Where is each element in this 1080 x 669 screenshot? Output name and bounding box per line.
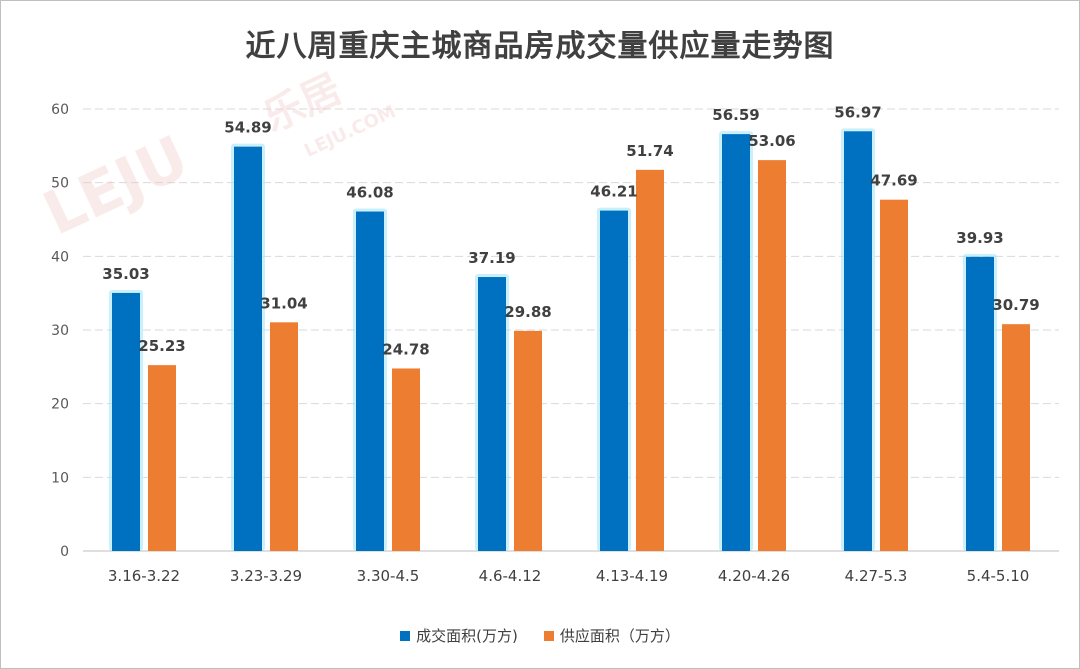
data-label-series1-0: 25.23 — [138, 337, 185, 355]
data-label-series1-2: 24.78 — [382, 340, 429, 358]
bar-series1-3 — [514, 330, 542, 551]
data-label-series0-4: 46.21 — [590, 183, 637, 201]
data-label-series1-3: 29.88 — [504, 303, 551, 321]
y-tick-label-20: 20 — [51, 397, 69, 413]
data-label-series1-5: 53.06 — [748, 132, 795, 150]
data-label-series1-1: 31.04 — [260, 294, 307, 312]
legend: 成交面积(万方) 供应面积（万方） — [1, 625, 1079, 646]
data-label-series0-1: 54.89 — [224, 119, 271, 137]
bar-series0-6 — [844, 131, 872, 552]
bar-series0-2 — [356, 211, 384, 551]
bar-series1-0 — [148, 365, 176, 551]
bar-series1-1 — [270, 322, 298, 551]
bar-series1-7 — [1002, 324, 1030, 551]
y-tick-label-10: 10 — [51, 470, 69, 486]
x-tick-label-3: 4.6-4.12 — [479, 567, 542, 585]
bar-series0-5 — [722, 134, 750, 551]
data-label-series1-6: 47.69 — [870, 172, 917, 190]
y-tick-label-60: 60 — [51, 102, 69, 118]
bar-series0-4 — [600, 210, 628, 551]
x-tick-label-4: 4.13-4.19 — [596, 567, 668, 585]
data-label-series1-4: 51.74 — [626, 142, 673, 160]
bar-series0-3 — [478, 277, 506, 551]
data-label-series0-5: 56.59 — [712, 106, 759, 124]
y-tick-label-0: 0 — [60, 544, 69, 560]
y-tick-label-30: 30 — [51, 323, 69, 339]
y-tick-label-50: 50 — [51, 176, 69, 192]
grid-lines — [83, 108, 1059, 478]
bar-series0-1 — [234, 146, 262, 551]
bar-series1-2 — [392, 368, 420, 551]
legend-item-deal: 成交面积(万方) — [400, 625, 518, 646]
data-label-series0-7: 39.93 — [956, 229, 1003, 247]
chart-title: 近八周重庆主城商品房成交量供应量走势图 — [245, 29, 835, 64]
x-tick-label-6: 4.27-5.3 — [845, 567, 908, 585]
data-label-series0-6: 56.97 — [834, 103, 881, 121]
y-tick-label-40: 40 — [51, 249, 69, 265]
x-tick-label-2: 3.30-4.5 — [357, 567, 420, 585]
data-label-series0-2: 46.08 — [346, 184, 393, 202]
bars — [109, 128, 1030, 552]
x-tick-label-5: 4.20-4.26 — [718, 567, 790, 585]
x-tick-label-7: 5.4-5.10 — [967, 567, 1030, 585]
data-labels: 35.03 25.23 54.89 31.04 46.08 24.78 37.19 29.88… — [102, 103, 1039, 358]
data-label-series1-7: 30.79 — [992, 296, 1039, 314]
legend-label-supply: 供应面积（万方） — [559, 627, 680, 645]
bar-series1-6 — [880, 199, 908, 552]
x-tick-label-1: 3.23-3.29 — [230, 567, 302, 585]
bar-series0-7 — [966, 256, 994, 551]
legend-swatch-deal — [400, 630, 411, 641]
x-tick-label-0: 3.16-3.22 — [108, 567, 180, 585]
legend-item-supply: 供应面积（万方） — [543, 625, 680, 646]
legend-label-deal: 成交面积(万方) — [416, 627, 518, 645]
bar-series1-4 — [636, 169, 664, 551]
data-label-series0-3: 37.19 — [468, 249, 515, 267]
legend-swatch-supply — [543, 630, 554, 641]
bar-series1-5 — [758, 160, 786, 551]
data-label-series0-0: 35.03 — [102, 265, 149, 283]
bar-series0-0 — [112, 292, 140, 551]
